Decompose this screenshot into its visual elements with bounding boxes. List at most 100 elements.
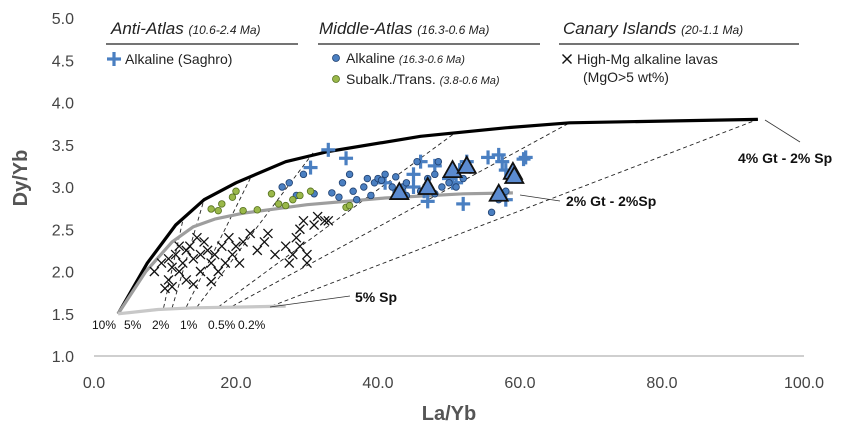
point-saghro	[481, 150, 496, 165]
point-canary	[156, 258, 167, 269]
point-canary	[188, 279, 199, 290]
point-canary	[238, 236, 249, 247]
point-canary	[223, 232, 234, 243]
data-points	[149, 142, 533, 294]
point-canary	[262, 228, 273, 239]
melt-fraction-label: 0.5%	[208, 318, 236, 332]
point-middle-atlas-alkaline	[353, 195, 361, 204]
point-canary	[170, 249, 181, 260]
point-middle-atlas-alkaline	[445, 179, 453, 187]
point-middle-atlas-alkaline	[392, 173, 400, 181]
curve-4gt-2sp	[116, 117, 758, 315]
curve-label-leader-1	[764, 119, 801, 143]
point-saghro	[303, 160, 318, 175]
legend-header-anti-atlas: Anti-Atlas (10.6-2.4 Ma)	[110, 19, 261, 38]
point-canary	[174, 241, 185, 252]
melt-fraction-labels: 10% 5% 2% 1% 0.5% 0.2%	[92, 318, 266, 332]
axes: 0.0 20.0 40.0 60.0 80.0 100.0 1.0 1.5 2.0 2.5 3.0…	[10, 11, 824, 425]
point-canary	[270, 249, 281, 260]
legend-group-anti-atlas: Anti-Atlas (10.6-2.4 Ma) Alkaline (Saghr…	[106, 19, 298, 67]
point-middle-atlas-subalk	[274, 200, 283, 208]
point-middle-atlas-alkaline	[402, 179, 411, 187]
y-tick-label: 4.5	[52, 53, 74, 70]
curve-label-4gt: 4% Gt - 2% Sp	[738, 150, 832, 166]
point-canary	[184, 241, 195, 252]
y-tick-label: 2.0	[52, 265, 74, 282]
point-middle-atlas-subalk	[345, 201, 354, 210]
point-canary	[231, 241, 241, 252]
point-canary	[191, 232, 202, 243]
y-tick-label: 1.5	[52, 307, 74, 324]
point-canary	[195, 249, 206, 260]
x-tick-label: 60.0	[504, 375, 535, 392]
point-middle-atlas-alkaline	[299, 170, 308, 179]
y-tick-label: 4.0	[52, 96, 74, 113]
point-middle-atlas-subalk	[306, 187, 315, 195]
point-canary	[167, 281, 178, 292]
curve-5sp	[117, 304, 286, 316]
point-canary	[302, 258, 312, 269]
point-saghro	[339, 151, 354, 166]
point-canary	[309, 220, 320, 230]
point-middle-atlas-alkaline	[349, 187, 357, 195]
point-canary	[202, 245, 213, 256]
point-middle-atlas-subalk	[289, 195, 297, 204]
point-canary	[213, 266, 224, 277]
point-canary	[294, 241, 305, 252]
point-canary	[163, 274, 174, 285]
legend-group-middle-atlas: Middle-Atlas (16.3-0.6 Ma) Alkaline (16.…	[318, 19, 540, 87]
point-canary	[252, 245, 263, 256]
point-triangle	[388, 181, 410, 200]
legend-label-alkaline: Alkaline (16.3-0.6 Ma)	[346, 50, 465, 66]
point-triangle	[488, 182, 510, 202]
point-middle-atlas-alkaline	[381, 170, 389, 179]
point-canary	[206, 258, 217, 269]
legend-marker-green-dot	[332, 75, 340, 83]
point-middle-atlas-alkaline	[367, 191, 375, 200]
x-tick-label: 20.0	[220, 375, 251, 392]
point-canary	[245, 228, 256, 239]
point-middle-atlas-alkaline	[487, 208, 496, 217]
point-middle-atlas-alkaline	[328, 189, 336, 197]
point-canary	[259, 236, 270, 247]
y-tick-label: 5.0	[52, 11, 74, 28]
legend-marker-black-x	[562, 54, 572, 64]
point-middle-atlas-alkaline	[338, 179, 347, 187]
point-triangle	[417, 176, 439, 195]
point-middle-atlas-alkaline	[345, 170, 354, 179]
point-middle-atlas-subalk	[218, 200, 226, 208]
x-tick-label: 80.0	[646, 375, 677, 392]
melt-fraction-label: 5%	[124, 318, 142, 332]
point-canary	[149, 266, 160, 277]
y-tick-label: 2.5	[52, 222, 74, 239]
point-canary	[319, 215, 330, 226]
point-saghro	[420, 194, 435, 209]
y-axis-title: Dy/Yb	[10, 150, 32, 207]
point-triangle	[456, 155, 478, 174]
point-triangle	[503, 165, 525, 184]
point-saghro	[456, 196, 471, 211]
legend-header-canary: Canary Islands (20-1.1 Ma)	[563, 19, 743, 38]
legend-label-saghro: Alkaline (Saghro)	[125, 51, 232, 67]
legend-group-canary-islands: Canary Islands (20-1.1 Ma) High-Mg alkal…	[559, 19, 799, 85]
melt-fraction-label: 10%	[92, 318, 116, 332]
melt-fraction-label: 2%	[152, 318, 170, 332]
point-middle-atlas-subalk	[228, 193, 237, 201]
point-middle-atlas-alkaline	[413, 157, 421, 166]
point-saghro	[516, 152, 531, 167]
x-tick-label: 100.0	[784, 375, 824, 392]
point-canary	[216, 241, 227, 252]
point-saghro	[406, 180, 421, 194]
melt-fraction-line	[163, 220, 184, 308]
point-canary	[287, 249, 298, 260]
point-canary	[181, 274, 192, 285]
point-canary	[227, 249, 238, 260]
point-canary	[312, 211, 323, 222]
point-canary	[294, 224, 305, 235]
melt-fraction-label: 1%	[180, 318, 198, 332]
legend: Anti-Atlas (10.6-2.4 Ma) Alkaline (Saghr…	[106, 19, 799, 87]
legend-label-subalk: Subalk./Trans. (3.8-0.6 Ma)	[346, 71, 500, 87]
point-canary	[323, 215, 334, 226]
legend-label-high-mg: High-Mg alkaline lavas	[577, 51, 718, 67]
point-middle-atlas-alkaline	[388, 183, 396, 191]
